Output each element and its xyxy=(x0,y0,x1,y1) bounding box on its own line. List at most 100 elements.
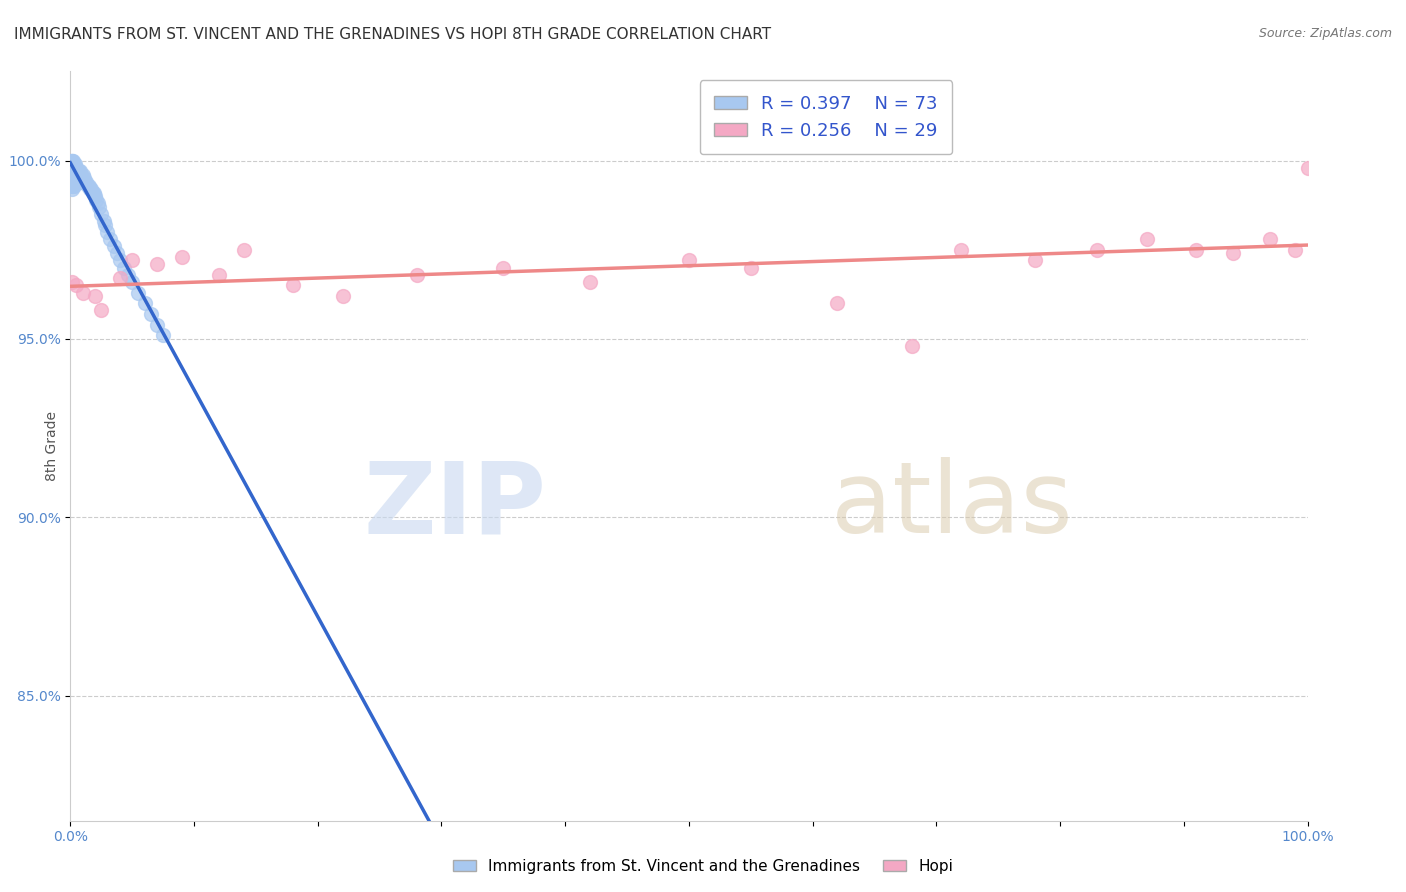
Point xyxy=(62,168,84,182)
Point xyxy=(232,243,254,257)
Legend: Immigrants from St. Vincent and the Grenadines, Hopi: Immigrants from St. Vincent and the Gren… xyxy=(447,853,959,880)
Point xyxy=(65,157,87,171)
Point xyxy=(67,164,90,178)
Point xyxy=(82,186,104,200)
Point xyxy=(62,171,84,186)
Point xyxy=(65,168,87,182)
Point xyxy=(77,178,100,193)
Point xyxy=(740,260,762,275)
Point xyxy=(108,271,131,285)
Point xyxy=(1296,161,1319,175)
Point xyxy=(75,175,97,189)
Point xyxy=(63,161,86,175)
Point xyxy=(117,268,139,282)
Text: ZIP: ZIP xyxy=(364,458,547,555)
Point xyxy=(59,153,82,168)
Point xyxy=(1260,232,1282,246)
Point xyxy=(70,168,93,182)
Point xyxy=(63,157,86,171)
Point xyxy=(87,200,110,214)
Legend: R = 0.397    N = 73, R = 0.256    N = 29: R = 0.397 N = 73, R = 0.256 N = 29 xyxy=(700,80,952,154)
Point xyxy=(121,253,143,268)
Point xyxy=(170,250,193,264)
Point xyxy=(63,171,86,186)
Point xyxy=(121,275,143,289)
Point xyxy=(84,189,107,203)
Point xyxy=(827,296,849,310)
Point xyxy=(1024,253,1046,268)
Point xyxy=(96,225,118,239)
Point xyxy=(60,161,83,175)
Point xyxy=(405,268,427,282)
Point xyxy=(332,289,354,303)
Point xyxy=(108,253,131,268)
Point xyxy=(75,175,97,189)
Point xyxy=(63,178,86,193)
Point xyxy=(80,182,103,196)
Point xyxy=(60,153,83,168)
Point xyxy=(281,278,304,293)
Point xyxy=(66,164,89,178)
Point xyxy=(83,186,105,200)
Point xyxy=(67,171,90,186)
Text: atlas: atlas xyxy=(831,458,1073,555)
Point xyxy=(60,164,83,178)
Point xyxy=(62,157,84,171)
Text: IMMIGRANTS FROM ST. VINCENT AND THE GRENADINES VS HOPI 8TH GRADE CORRELATION CHA: IMMIGRANTS FROM ST. VINCENT AND THE GREN… xyxy=(14,27,770,42)
Point xyxy=(60,178,83,193)
Point xyxy=(65,175,87,189)
Point xyxy=(60,157,83,171)
Point xyxy=(66,168,89,182)
Point xyxy=(62,178,84,193)
Point xyxy=(900,339,922,353)
Y-axis label: 8th Grade: 8th Grade xyxy=(45,411,59,481)
Point xyxy=(62,164,84,178)
Point xyxy=(63,168,86,182)
Point xyxy=(146,318,169,332)
Point xyxy=(90,207,112,221)
Point xyxy=(1136,232,1159,246)
Point xyxy=(65,164,87,178)
Text: Source: ZipAtlas.com: Source: ZipAtlas.com xyxy=(1258,27,1392,40)
Point xyxy=(79,182,101,196)
Point xyxy=(678,253,700,268)
Point xyxy=(69,171,91,186)
Point xyxy=(60,182,83,196)
Point xyxy=(492,260,515,275)
Point xyxy=(84,193,107,207)
Point xyxy=(1185,243,1208,257)
Point xyxy=(208,268,231,282)
Point xyxy=(93,214,115,228)
Point xyxy=(134,296,156,310)
Point xyxy=(139,307,162,321)
Point xyxy=(70,175,93,189)
Point xyxy=(152,328,174,343)
Point xyxy=(69,164,91,178)
Point xyxy=(65,161,87,175)
Point xyxy=(63,164,86,178)
Point xyxy=(86,196,108,211)
Point xyxy=(72,285,94,300)
Point xyxy=(1284,243,1306,257)
Point xyxy=(60,153,83,168)
Point xyxy=(579,275,602,289)
Point xyxy=(127,285,149,300)
Point xyxy=(1222,246,1244,260)
Point xyxy=(73,171,96,186)
Point xyxy=(65,161,87,175)
Point xyxy=(65,278,87,293)
Point xyxy=(66,175,89,189)
Point xyxy=(950,243,973,257)
Point xyxy=(105,246,128,260)
Point xyxy=(60,161,83,175)
Point xyxy=(90,303,112,318)
Point xyxy=(94,218,117,232)
Point xyxy=(84,289,107,303)
Point xyxy=(72,175,94,189)
Point xyxy=(146,257,169,271)
Point xyxy=(60,168,83,182)
Point xyxy=(62,153,84,168)
Point xyxy=(76,178,98,193)
Point xyxy=(65,164,87,178)
Point xyxy=(1085,243,1108,257)
